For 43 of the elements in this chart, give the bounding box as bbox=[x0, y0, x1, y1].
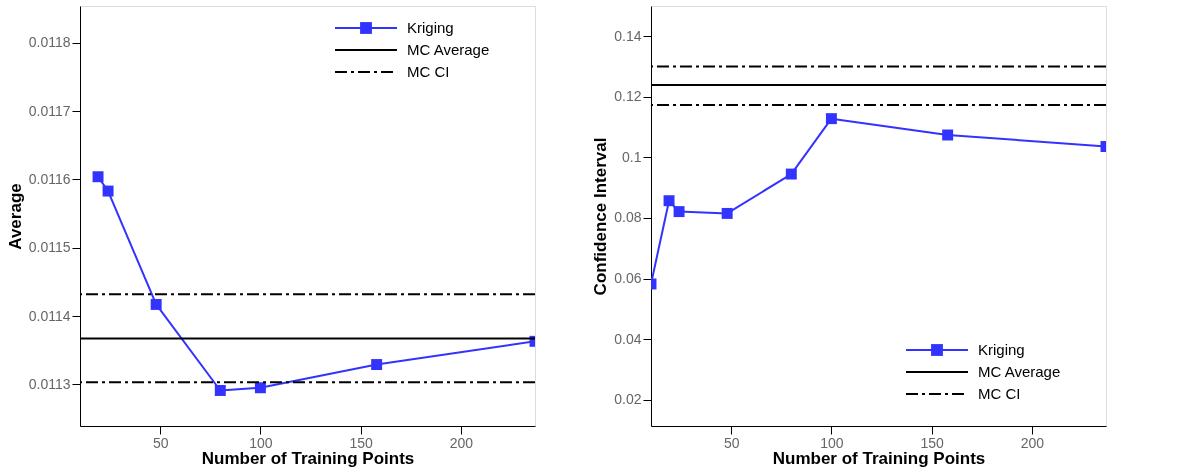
y-axis-title: Confidence Interval bbox=[591, 137, 611, 296]
y-tick-label: 0.1 bbox=[622, 148, 642, 165]
point bbox=[92, 171, 104, 183]
x-axis-title: Number of Training Points bbox=[201, 448, 415, 468]
point bbox=[942, 129, 954, 141]
y-tick-label: 0.0116 bbox=[28, 170, 71, 187]
point bbox=[825, 113, 837, 125]
x-tick-label: 100 bbox=[820, 434, 844, 451]
point bbox=[673, 206, 685, 218]
point bbox=[102, 185, 114, 197]
legend-label: Kriging bbox=[978, 341, 1025, 358]
point bbox=[254, 382, 266, 394]
point bbox=[150, 298, 162, 310]
x-tick-label: 100 bbox=[249, 434, 273, 451]
point bbox=[663, 195, 675, 207]
y-tick-label: 0.04 bbox=[614, 330, 642, 347]
legend-label: MC CI bbox=[407, 63, 450, 80]
x-tick-label: 200 bbox=[449, 434, 474, 451]
x-tick-label: 200 bbox=[1020, 434, 1045, 451]
y-tick-label: 0.0113 bbox=[28, 375, 71, 392]
y-tick-label: 0.0115 bbox=[28, 239, 71, 256]
y-tick-label: 0.0118 bbox=[28, 34, 71, 51]
point bbox=[371, 359, 383, 371]
y-tick-label: 0.14 bbox=[614, 27, 642, 44]
y-tick-label: 0.06 bbox=[614, 270, 642, 287]
legend-label: MC CI bbox=[978, 385, 1021, 402]
y-axis-title: Average bbox=[5, 183, 25, 250]
y-tick-label: 0.0117 bbox=[28, 102, 71, 119]
y-tick-label: 0.12 bbox=[614, 88, 642, 105]
x-tick-label: 50 bbox=[152, 434, 169, 451]
y-tick-label: 0.02 bbox=[614, 391, 642, 408]
x-tick-label: 150 bbox=[349, 434, 374, 451]
legend-label: MC Average bbox=[407, 41, 490, 58]
x-tick-label: 50 bbox=[723, 434, 740, 451]
y-tick-label: 0.0114 bbox=[28, 307, 71, 324]
y-tick-label: 0.08 bbox=[614, 209, 642, 226]
point bbox=[785, 168, 797, 180]
x-axis-title: Number of Training Points bbox=[772, 448, 986, 468]
legend-label: MC Average bbox=[978, 363, 1061, 380]
point bbox=[214, 385, 226, 396]
x-tick-label: 150 bbox=[920, 434, 945, 451]
legend-label: Kriging bbox=[407, 19, 454, 36]
point bbox=[721, 207, 733, 219]
